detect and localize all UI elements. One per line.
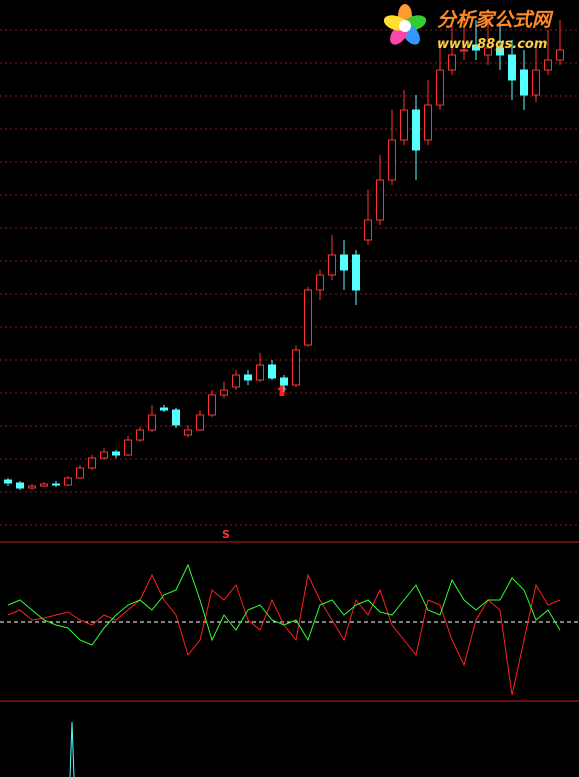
candle-body (148, 414, 156, 431)
candle-body (220, 389, 228, 396)
candle-body (556, 49, 564, 61)
candle-body (364, 219, 372, 241)
logo-url: www.88gs.com (437, 37, 547, 52)
candle-body (520, 69, 528, 96)
candle-body (256, 364, 264, 381)
candle-body (112, 451, 120, 456)
candle-body (244, 374, 252, 381)
candle-body (340, 254, 348, 271)
oscillator-line (7, 573, 561, 696)
candle-body (136, 429, 144, 441)
logo: 分析家公式网 www.88gs.com (383, 4, 554, 52)
candle-body (184, 429, 192, 436)
candle-body (460, 49, 468, 52)
candle-body (292, 349, 300, 386)
candle-body (52, 483, 60, 486)
candle-body (88, 457, 96, 469)
candle-body (4, 479, 12, 484)
candle-body (100, 451, 108, 459)
candle-body (532, 69, 540, 96)
candle-body (208, 394, 216, 416)
background-grid (0, 29, 579, 526)
candle-body (412, 109, 420, 151)
candle-body (160, 407, 168, 411)
candle-body (304, 289, 312, 346)
candle-body (316, 274, 324, 291)
candle-body (436, 69, 444, 106)
candle-body (472, 44, 480, 51)
candle-body (28, 485, 36, 489)
candle-body (232, 374, 240, 388)
candle-body (400, 109, 408, 141)
candle-body (124, 439, 132, 456)
buy-arrow (277, 384, 287, 396)
candle-body (424, 104, 432, 141)
candle-body (76, 467, 84, 479)
candle-body (196, 414, 204, 431)
logo-title: 分析家公式网 (437, 9, 554, 31)
oscillator-line (7, 563, 561, 646)
candle-body (268, 364, 276, 379)
candle-body (376, 179, 384, 221)
candle-body (448, 54, 456, 71)
candle-body (388, 139, 396, 181)
candle-body (352, 254, 360, 291)
candle-body (328, 254, 336, 276)
candle-body (64, 477, 72, 486)
candle-body (172, 409, 180, 426)
candle-body (544, 59, 552, 71)
candle-body (16, 482, 24, 489)
candle-body (484, 47, 492, 56)
candle-body (496, 47, 504, 56)
candle-body (40, 483, 48, 487)
candle-body (508, 54, 516, 81)
logo-flower (383, 4, 427, 45)
volume-spike (69, 721, 75, 777)
candle-body (280, 377, 288, 386)
signal-label: S (222, 528, 230, 541)
